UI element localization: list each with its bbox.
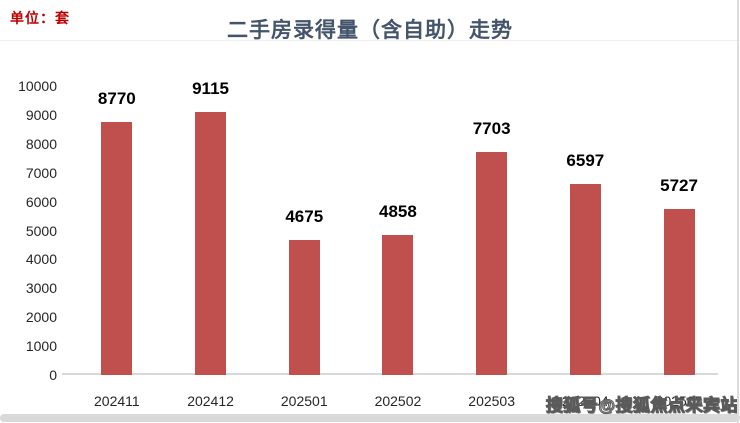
y-tick-label: 8000 <box>25 135 57 152</box>
y-tick-label: 2000 <box>25 309 57 326</box>
y-tick-label: 3000 <box>25 280 57 297</box>
right-border-line <box>737 0 739 423</box>
header-divider-line <box>0 40 740 41</box>
chart-title: 二手房录得量（含自助）走势 <box>227 18 513 42</box>
y-tick-label: 5000 <box>25 222 57 239</box>
bar <box>663 209 695 375</box>
x-tick-label: 202503 <box>468 393 515 409</box>
bar-value-label: 4675 <box>285 207 324 226</box>
y-tick-label: 0 <box>49 367 57 383</box>
bar-value-label: 5727 <box>660 176 698 195</box>
x-tick-label: 202504 <box>561 393 609 409</box>
bar-value-label: 4858 <box>379 202 417 221</box>
bar <box>101 122 133 375</box>
bar-value-label: 8770 <box>97 89 136 108</box>
watermark: 搜狐号@搜狐焦点来宾站 <box>545 396 738 416</box>
bar <box>288 240 320 375</box>
unit-label: 单位：套 <box>10 12 70 27</box>
y-tick-label: 10000 <box>18 78 57 94</box>
x-tick-label: 202412 <box>187 393 234 409</box>
y-tick-label: 1000 <box>25 338 57 355</box>
bar-value-label: 6597 <box>566 151 605 170</box>
bottom-divider <box>0 414 740 422</box>
y-tick-label: 7000 <box>25 164 57 181</box>
x-tick-label: 202502 <box>374 393 422 409</box>
x-tick-label: 202505 <box>655 393 703 409</box>
bar <box>195 112 227 375</box>
x-tick-label: 202411 <box>94 393 140 409</box>
bar <box>476 152 508 375</box>
y-tick-label: 9000 <box>25 106 57 123</box>
x-tick-label: 202501 <box>280 393 328 409</box>
bar-value-label: 9115 <box>192 79 229 98</box>
bar <box>382 235 414 375</box>
y-tick-label: 4000 <box>25 251 57 268</box>
y-tick-label: 6000 <box>25 193 57 210</box>
bar <box>569 184 601 375</box>
bar-value-label: 7703 <box>472 119 511 138</box>
